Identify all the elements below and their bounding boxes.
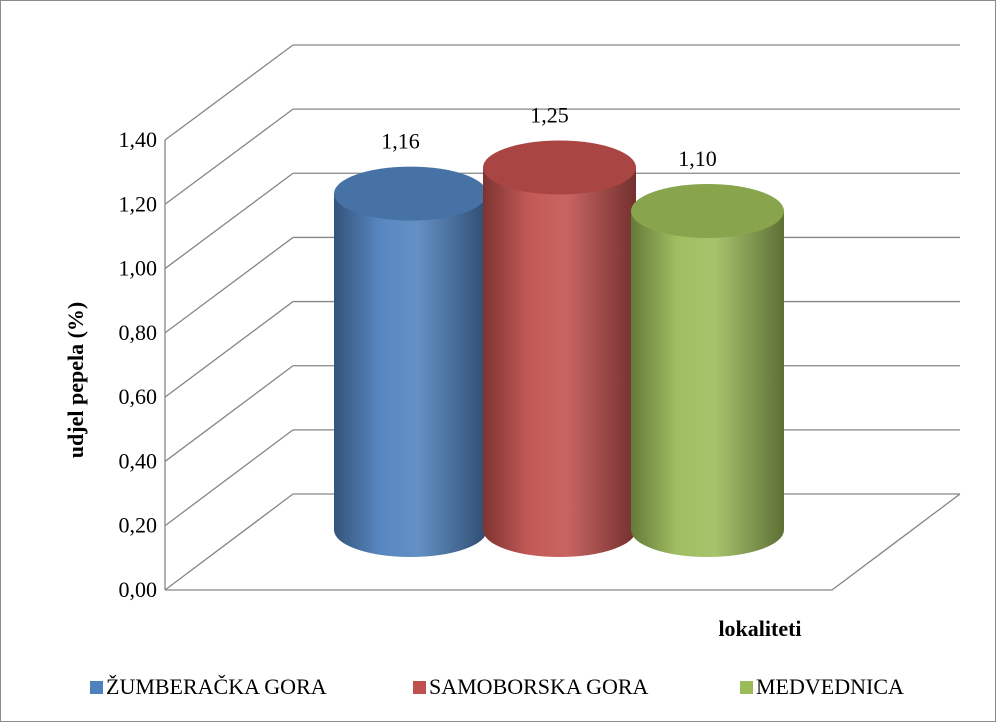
gridline-side	[164, 44, 294, 141]
bar-body	[334, 193, 487, 557]
legend-label: MEDVEDNICA	[756, 674, 904, 699]
legend-swatch	[740, 681, 753, 694]
gridline-side	[164, 429, 294, 527]
legend-swatch	[413, 681, 426, 694]
y-tick-label: 0,40	[119, 448, 158, 473]
legend-label: SAMOBORSKA GORA	[429, 674, 649, 699]
gridline-side	[164, 236, 294, 334]
legend-label: ŽUMBERAČKA GORA	[106, 674, 327, 699]
bar	[631, 184, 784, 557]
y-tick-label: 0,00	[119, 577, 158, 602]
x-axis-title: lokaliteti	[718, 616, 801, 641]
gridline-side	[164, 493, 294, 591]
bar	[334, 166, 487, 557]
y-axis-title: udjel pepela (%)	[63, 302, 88, 458]
gridline-side	[164, 108, 294, 205]
y-tick-label: 1,40	[119, 127, 158, 152]
gridline-side	[164, 301, 294, 398]
legend: ŽUMBERAČKA GORA SAMOBORSKA GORA MEDVEDNICA	[90, 674, 904, 699]
y-axis-ticks: 0,00 0,20 0,40 0,60 0,80 1,00 1,20 1,40	[119, 127, 158, 602]
bar	[483, 140, 636, 557]
legend-item: MEDVEDNICA	[740, 674, 904, 699]
gridline-side	[164, 365, 294, 462]
y-tick-label: 0,80	[119, 320, 158, 345]
floor-edge	[165, 493, 961, 591]
legend-item: ŽUMBERAČKA GORA	[90, 674, 327, 699]
data-label: 1,16	[381, 129, 420, 154]
y-tick-label: 1,20	[119, 191, 158, 216]
bar-top	[631, 184, 784, 238]
bar-top	[334, 166, 487, 221]
y-tick-label: 0,20	[119, 513, 158, 538]
legend-swatch	[90, 681, 103, 694]
bar-body	[631, 211, 784, 557]
data-labels: 1,16 1,25 1,10	[381, 103, 717, 172]
data-label: 1,25	[530, 103, 569, 128]
y-tick-label: 1,00	[119, 256, 158, 281]
legend-item: SAMOBORSKA GORA	[413, 674, 649, 699]
bar-top	[483, 140, 636, 195]
bars	[334, 140, 784, 557]
y-tick-label: 0,60	[119, 384, 158, 409]
data-label: 1,10	[678, 146, 717, 171]
bar-body	[483, 167, 636, 557]
gridline-side	[164, 172, 294, 270]
